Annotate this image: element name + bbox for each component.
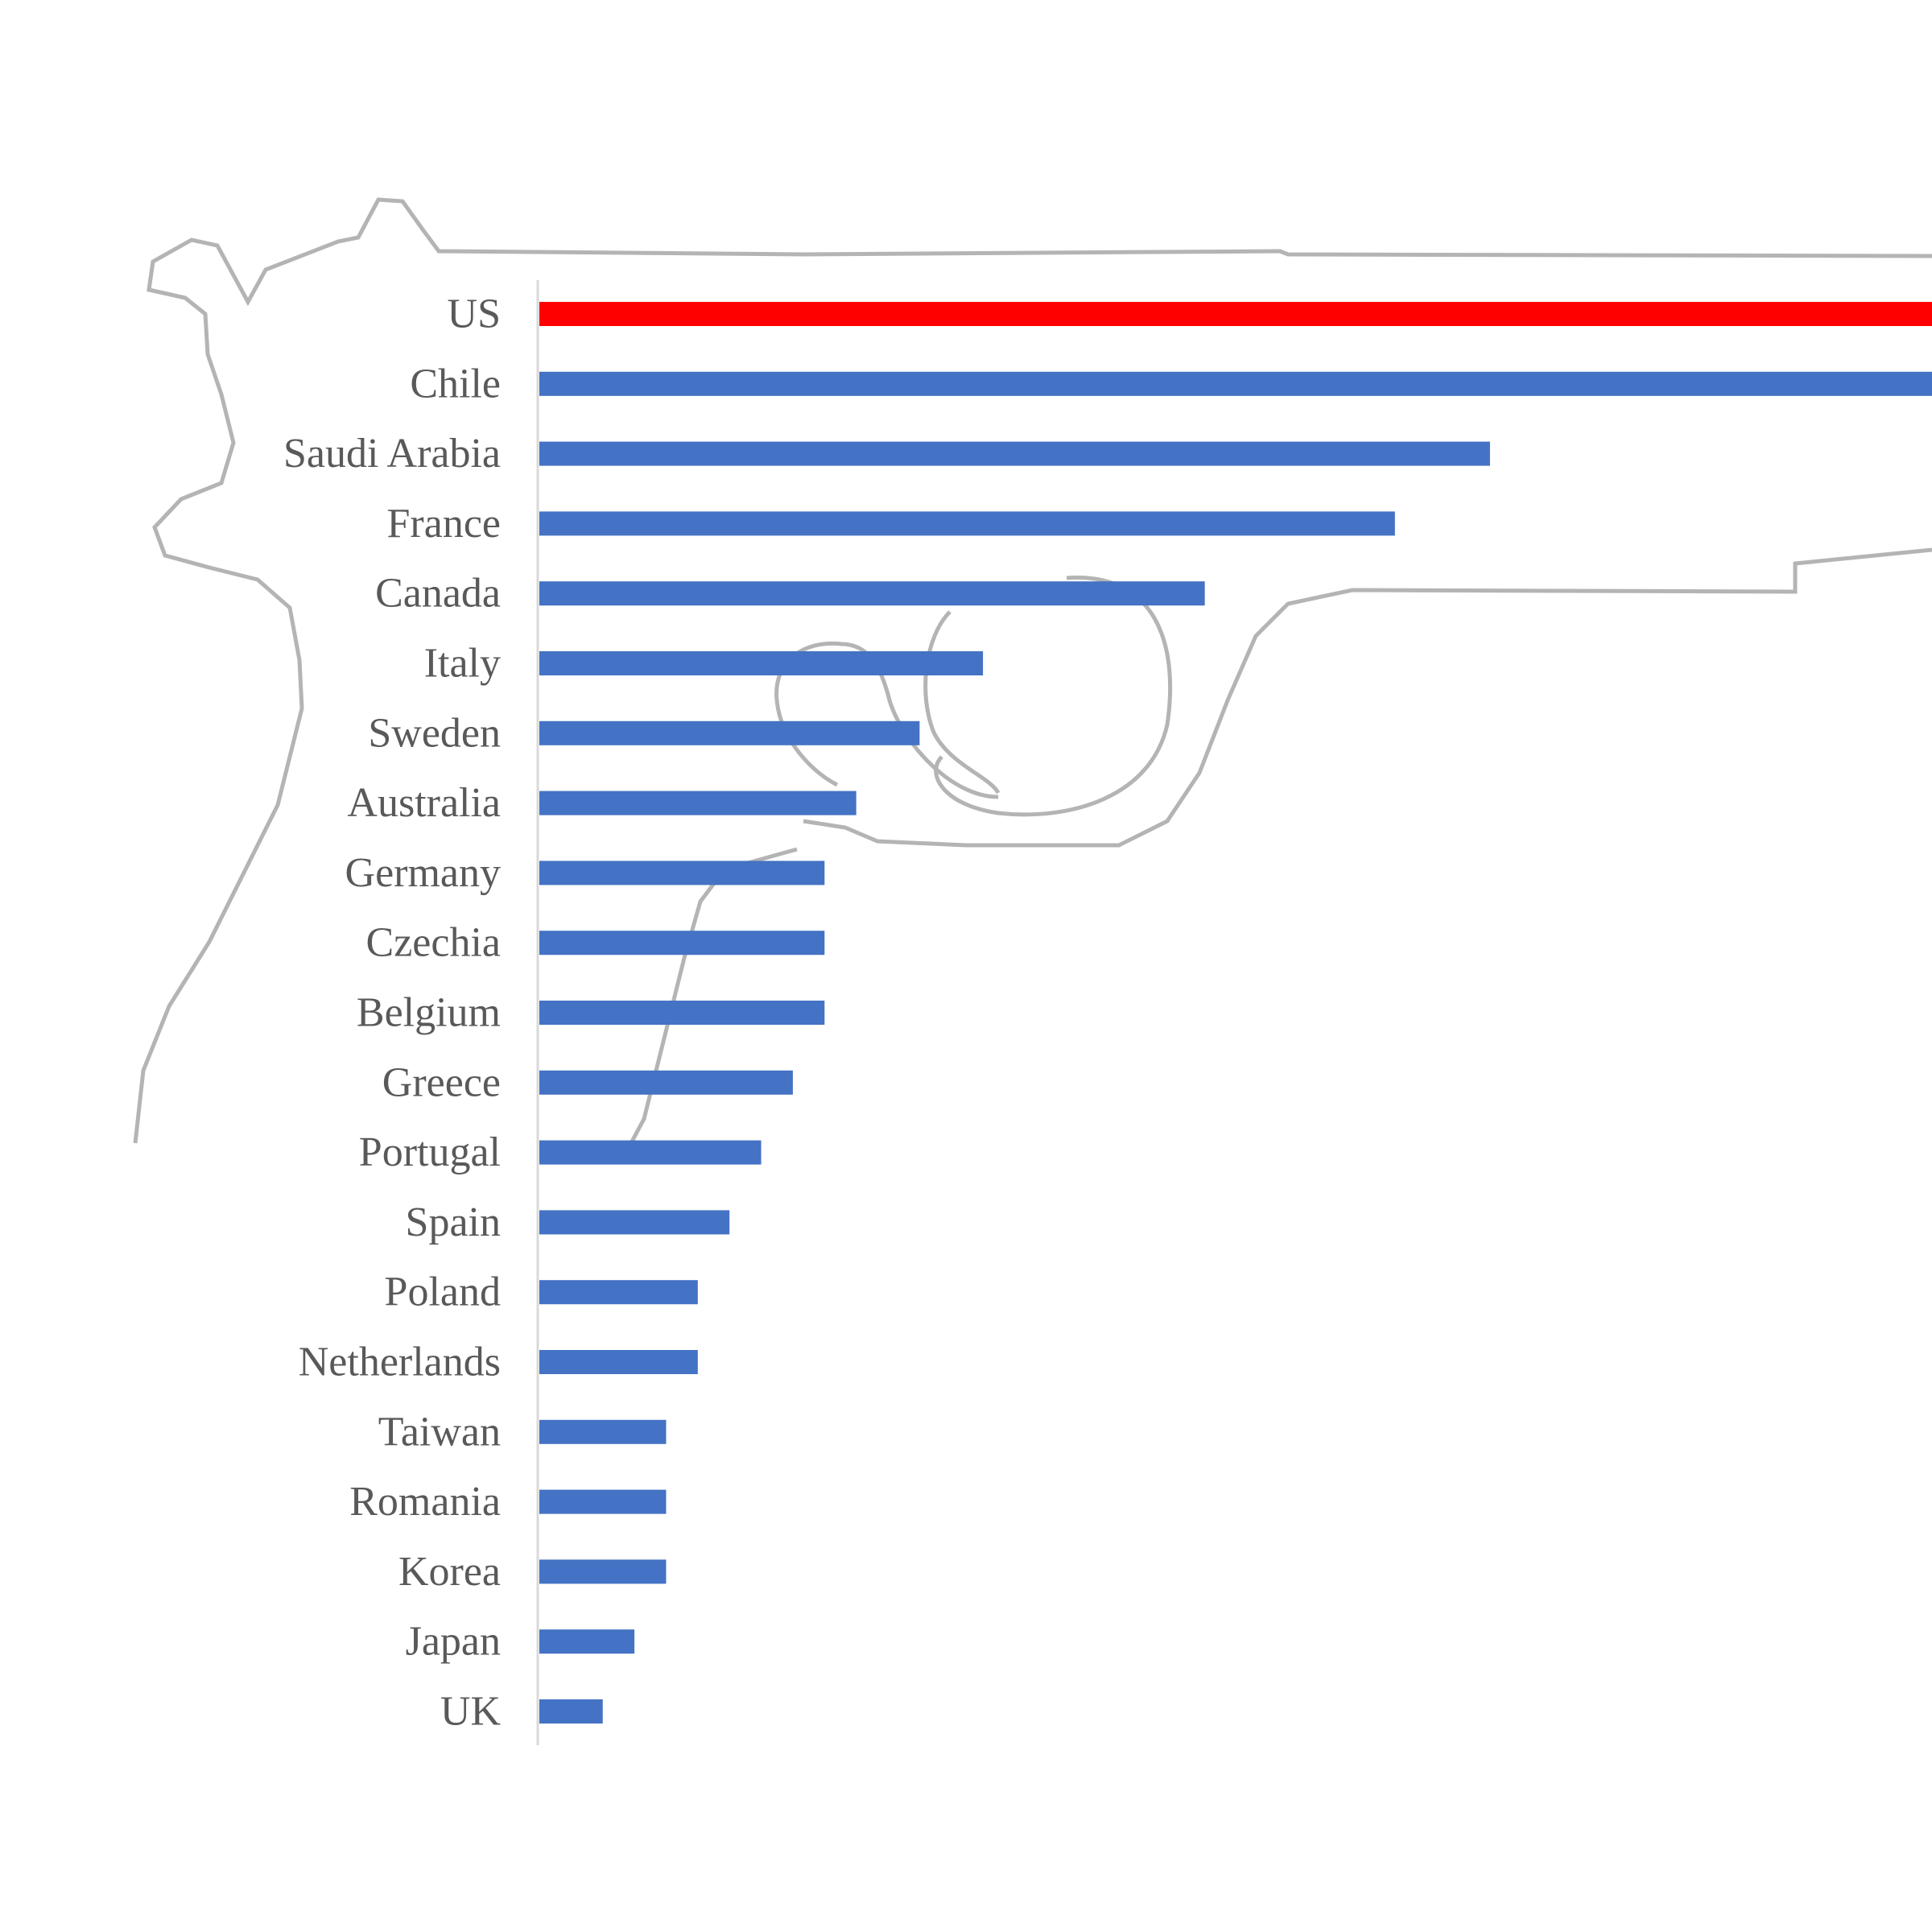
category-label-netherlands: Netherlands [299,1340,501,1385]
category-label-korea: Korea [398,1549,501,1595]
category-label-saudi-arabia: Saudi Arabia [283,431,501,477]
category-label-spain: Spain [406,1199,501,1245]
pistol-frame-outline [803,547,1932,848]
category-label-italy: Italy [424,641,501,687]
bar-taiwan [539,1419,667,1444]
bar-portugal [539,1140,762,1165]
bar-sweden [539,720,920,745]
bar-australia [539,791,857,815]
bar-japan [539,1629,635,1654]
category-label-canada: Canada [375,571,501,617]
category-label-taiwan: Taiwan [378,1409,501,1455]
bar-poland [539,1280,698,1305]
plot-area: US Chile Saudi Arabia France Canada Italy Swed… [283,280,1932,1745]
bar-czechia [539,931,825,956]
bar-italy [539,651,984,675]
category-label-portugal: Portugal [359,1129,501,1175]
category-label-japan: Japan [406,1619,501,1665]
category-label-sweden: Sweden [368,710,501,756]
category-label-czechia: Czechia [366,920,501,966]
pistol-slide-outline [133,197,1932,1144]
category-label-germany: Germany [345,850,501,896]
category-labels: US Chile Saudi Arabia France Canada Italy Swed… [283,291,502,1735]
bar-romania [539,1489,667,1514]
category-label-uk: UK [440,1689,502,1735]
trigger-guard-inner-outline [923,610,1001,795]
bar-chile [539,371,1932,396]
bar-belgium [539,1001,825,1025]
category-label-poland: Poland [385,1269,501,1315]
category-label-greece: Greece [382,1059,501,1105]
bar-france [539,511,1395,536]
category-label-australia: Australia [347,780,501,826]
bar-us [539,302,1932,326]
category-label-france: France [387,501,501,547]
bar-uk [539,1699,603,1724]
bar-germany [539,861,825,886]
pistol-grip-outline [630,847,798,1143]
bar-greece [539,1070,793,1095]
trigger-guard-outline [934,576,1173,817]
bar-saudi-arabia [539,441,1490,466]
bar-spain [539,1210,730,1235]
bar-series [539,302,1932,1724]
category-label-romania: Romania [349,1479,501,1525]
category-label-chile: Chile [410,361,501,407]
bar-netherlands [539,1350,698,1374]
bar-canada [539,581,1205,606]
bar-korea [539,1559,667,1584]
category-label-us: US [448,291,501,337]
category-label-belgium: Belgium [357,990,501,1036]
